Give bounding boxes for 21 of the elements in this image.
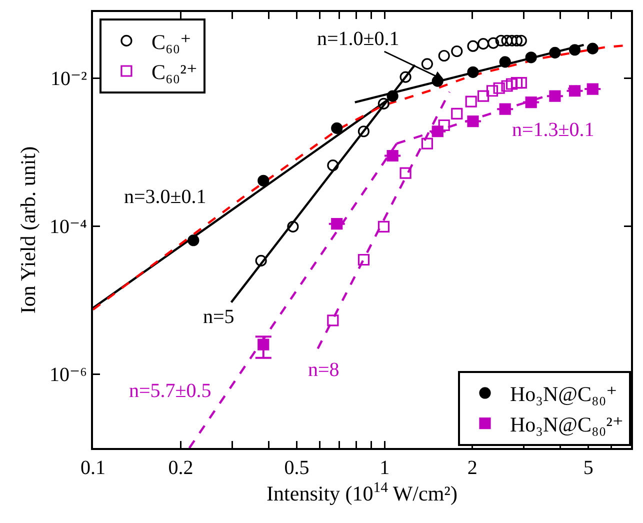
legend-label: C₆₀⁺ <box>151 30 192 54</box>
x-tick-label: 2 <box>467 457 478 479</box>
annotation: n=5 <box>203 306 234 328</box>
y-tick-label: 10⁻⁴ <box>49 216 88 238</box>
legend-label: Ho₃N@C₈₀⁺ <box>510 382 618 406</box>
annotation: n=5.7±0.5 <box>129 380 212 402</box>
y-tick-label: 10⁻² <box>50 68 87 90</box>
x-tick-label: 0.1 <box>80 457 106 479</box>
annotation: n=8 <box>308 359 340 381</box>
legend-label: Ho₃N@C₈₀²⁺ <box>510 412 624 436</box>
x-tick-label: 5 <box>583 457 594 479</box>
annotation: n=1.0±0.1 <box>317 28 400 50</box>
y-axis-title: Ion Yield (arb. unit) <box>16 146 40 314</box>
y-tick-label: 10⁻⁶ <box>49 364 88 386</box>
x-tick-label: 1 <box>380 457 390 479</box>
legend-label: C₆₀²⁺ <box>151 60 198 84</box>
x-tick-label: 0.5 <box>284 457 310 479</box>
annotation: n=3.0±0.1 <box>124 186 206 208</box>
x-tick-label: 0.2 <box>168 457 194 479</box>
x-axis-title: Intensity (10$^{14}$ W/cm²) <box>266 480 458 506</box>
annotation: n=1.3±0.1 <box>512 119 594 141</box>
